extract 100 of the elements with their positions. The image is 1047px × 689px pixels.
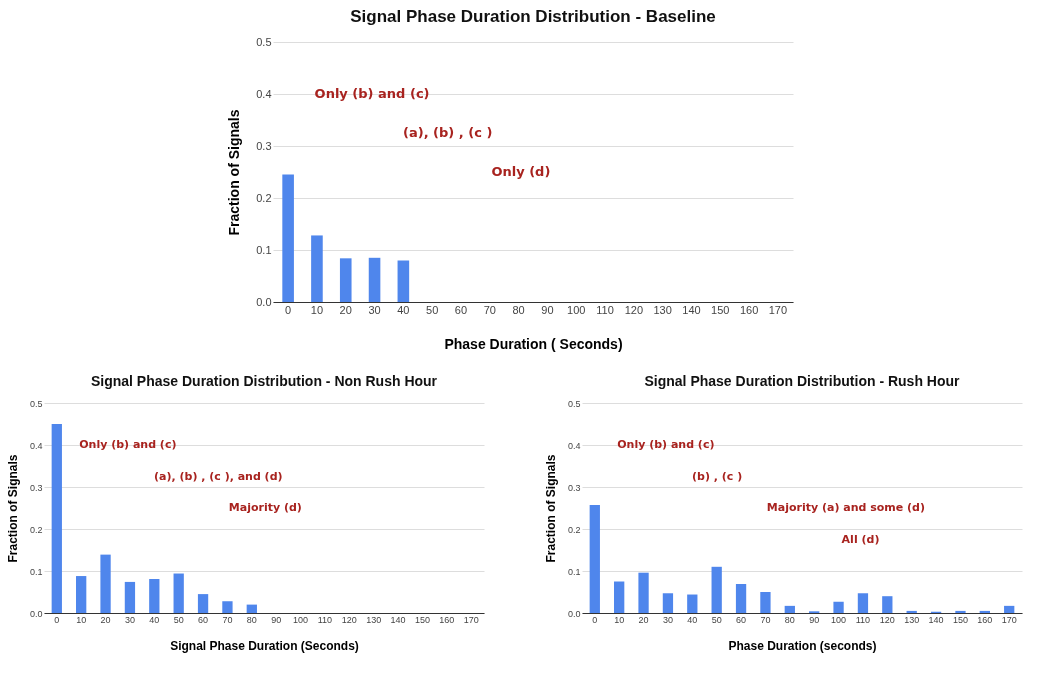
x-tick-label: 30	[124, 614, 135, 625]
bar	[246, 604, 257, 613]
bar	[368, 257, 381, 302]
x-tick-label: 10	[76, 614, 87, 625]
x-tick-label: 70	[760, 614, 771, 625]
y-tick-label: 0.2	[567, 524, 581, 535]
x-tick-label: 20	[638, 614, 649, 625]
bar	[282, 174, 294, 302]
y-tick-label: 0.0	[567, 608, 581, 619]
bar	[760, 592, 771, 613]
bar	[906, 610, 917, 613]
bar	[197, 594, 209, 613]
x-tick-label: 60	[198, 614, 209, 625]
x-tick-label: 40	[149, 614, 160, 625]
annotation: Majority (d)	[228, 501, 302, 514]
bar	[311, 235, 323, 302]
bar	[882, 596, 893, 613]
y-tick-label: 0.0	[256, 295, 272, 308]
bar	[857, 593, 869, 613]
y-tick-label: 0.3	[29, 482, 43, 493]
x-tick-label: 80	[784, 614, 795, 625]
annotation: All (d)	[841, 532, 880, 546]
x-tick-label: 160	[977, 614, 993, 625]
bar	[638, 572, 649, 613]
bar	[76, 576, 87, 613]
bar	[100, 554, 111, 613]
bar	[662, 593, 674, 613]
x-tick-label: 120	[879, 614, 895, 625]
annotation: (a), (b) , (c ), and (d)	[154, 469, 283, 483]
x-tick-label: 20	[339, 303, 352, 316]
x-tick-label: 110	[855, 614, 871, 625]
y-tick-label: 0.2	[29, 524, 43, 535]
bar	[711, 566, 722, 613]
bar	[614, 581, 625, 613]
x-tick-label: 50	[711, 614, 722, 625]
chart-title: Signal Phase Duration Distribution - Rush Hour	[644, 373, 961, 389]
x-tick-label: 10	[310, 303, 324, 316]
chart-title: Signal Phase Duration Distribution - Non Rush Hour	[90, 373, 438, 389]
annotation: (a), (b) , (c )	[403, 125, 493, 140]
y-tick-label: 0.5	[256, 35, 272, 48]
bar	[51, 424, 62, 613]
annotation: Only (b) and (c)	[314, 86, 430, 101]
bar	[979, 610, 990, 613]
x-tick-label: 120	[341, 614, 357, 625]
annotation: Only (d)	[491, 164, 551, 179]
x-tick-label: 100	[567, 303, 586, 316]
bar	[397, 260, 410, 302]
bar	[833, 601, 844, 613]
x-tick-label: 170	[1001, 614, 1017, 625]
x-tick-label: 90	[271, 614, 282, 625]
y-tick-label: 0.1	[567, 566, 581, 577]
bar	[589, 505, 600, 613]
x-tick-label: 140	[390, 614, 406, 625]
x-tick-label: 0	[592, 614, 598, 625]
x-tick-label: 160	[439, 614, 455, 625]
x-tick-label: 140	[928, 614, 944, 625]
x-tick-label: 50	[173, 614, 184, 625]
x-tick-label: 140	[682, 303, 701, 316]
x-tick-label: 0	[285, 303, 292, 316]
x-axis-title: Signal Phase Duration (Seconds)	[170, 638, 359, 653]
x-tick-label: 130	[653, 303, 672, 316]
x-tick-label: 120	[624, 303, 644, 316]
x-tick-label: 100	[293, 614, 309, 625]
bar	[735, 584, 747, 613]
bar	[687, 594, 698, 613]
x-tick-label: 170	[463, 614, 479, 625]
x-tick-label: 160	[739, 303, 759, 316]
x-tick-label: 30	[368, 303, 381, 316]
y-tick-label: 0.4	[256, 87, 272, 100]
x-tick-label: 30	[662, 614, 673, 625]
x-tick-label: 90	[809, 614, 820, 625]
y-tick-label: 0.2	[256, 191, 272, 204]
x-tick-label: 0	[54, 614, 60, 625]
x-tick-label: 90	[541, 303, 554, 316]
x-tick-label: 130	[366, 614, 382, 625]
bar	[173, 573, 184, 613]
x-tick-label: 130	[904, 614, 920, 625]
y-tick-label: 0.3	[567, 482, 581, 493]
y-tick-label: 0.4	[29, 440, 43, 451]
y-tick-label: 0.0	[29, 608, 43, 619]
y-tick-label: 0.5	[29, 398, 43, 409]
annotation: Only (b) and (c)	[79, 438, 177, 451]
x-tick-label: 40	[687, 614, 698, 625]
x-tick-label: 110	[317, 614, 333, 625]
x-tick-label: 100	[831, 614, 847, 625]
bar	[149, 578, 160, 613]
x-axis-title: Phase Duration ( Seconds)	[444, 335, 623, 352]
y-tick-label: 0.1	[256, 243, 272, 256]
x-tick-label: 40	[397, 303, 410, 316]
y-axis-title: Fraction of Signals	[543, 454, 558, 563]
bar	[1004, 605, 1015, 613]
bar	[339, 258, 352, 302]
x-tick-label: 150	[952, 614, 968, 625]
x-tick-label: 50	[426, 303, 439, 316]
x-axis-title: Phase Duration (seconds)	[728, 638, 877, 653]
y-axis-title: Fraction of Signals	[226, 109, 243, 236]
x-tick-label: 110	[596, 303, 614, 316]
y-tick-label: 0.4	[567, 440, 581, 451]
x-tick-label: 20	[100, 614, 111, 625]
x-tick-label: 150	[711, 303, 730, 316]
